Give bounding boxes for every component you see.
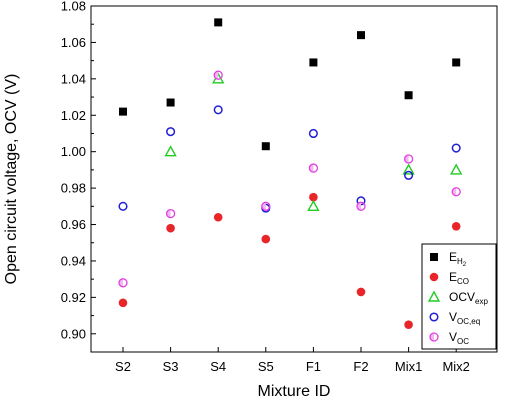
x-tick-label: S4: [210, 359, 226, 374]
data-point: [357, 31, 365, 40]
y-tick-label: 0.94: [61, 253, 86, 268]
data-point: [308, 128, 318, 139]
y-axis: 0.90 0.92 0.94 0.96 0.98 1.00 1.02 1.04 1.06 1.08: [61, 0, 96, 341]
legend-marker: [429, 332, 439, 342]
data-point: [214, 18, 223, 27]
series-4: [118, 70, 461, 288]
data-point: [213, 70, 223, 80]
x-axis: S2 S3 S4 S5 F1 F2 Mix1 Mix2: [115, 347, 470, 374]
series-2: [164, 72, 463, 212]
data-point: [166, 127, 176, 137]
x-tick-label: Mix1: [395, 359, 422, 374]
data-point: [402, 163, 415, 175]
legend-marker: [429, 312, 439, 322]
data-point: [404, 91, 413, 100]
x-tick-label: S3: [163, 359, 179, 374]
data-point: [309, 58, 318, 67]
data-point: [356, 287, 366, 297]
data-point: [261, 234, 271, 244]
data-point: [404, 170, 414, 180]
data-point: [165, 208, 176, 219]
data-point: [261, 201, 271, 211]
legend-entry: ECO: [449, 270, 469, 286]
data-point: [307, 199, 320, 212]
data-point: [118, 278, 128, 288]
x-tick-label: S5: [258, 359, 274, 374]
legend-box: [421, 243, 497, 350]
legend-entry: OCVexp: [449, 290, 488, 306]
y-axis-title: Open circuit voltage, OCV (V): [3, 74, 20, 285]
data-point: [309, 192, 318, 202]
data-point: [261, 142, 270, 151]
legend: EH2 ECO OCVexp VOC,eq VOC: [421, 243, 497, 350]
x-tick-label: F2: [353, 359, 368, 374]
legend-entry: VOC,eq: [449, 310, 480, 326]
data-point: [166, 98, 175, 107]
y-tick-label: 1.06: [61, 35, 86, 50]
data-point: [452, 58, 461, 67]
y-tick-label: 1.00: [61, 144, 86, 159]
legend-marker: [429, 272, 439, 282]
plot-frame: [90, 5, 498, 353]
data-point: [451, 187, 461, 197]
data-point: [403, 154, 414, 164]
legend-entry: VOC: [449, 330, 469, 346]
data-point: [164, 145, 177, 157]
legend-marker: [430, 253, 438, 261]
y-tick-label: 1.04: [61, 71, 86, 86]
data-point: [450, 163, 463, 175]
data-point: [451, 143, 461, 153]
x-tick-label: Mix2: [442, 359, 469, 374]
y-tick-label: 0.90: [61, 326, 86, 341]
data-point: [356, 201, 366, 211]
y-tick-label: 0.98: [61, 181, 86, 196]
data-point: [213, 105, 223, 115]
y-tick-label: 1.02: [61, 108, 86, 123]
data-point: [404, 320, 413, 329]
data-point: [213, 212, 223, 222]
data-series: [118, 18, 463, 329]
data-point: [118, 201, 128, 211]
series-3: [118, 105, 461, 213]
data-point: [118, 298, 128, 308]
data-point: [119, 107, 127, 116]
series-1: [118, 192, 461, 329]
x-tick-label: F1: [306, 359, 321, 374]
y-tick-label: 1.08: [61, 0, 86, 14]
data-point: [308, 163, 319, 173]
legend-entry: EH2: [449, 250, 467, 268]
series-0: [119, 18, 461, 151]
data-point: [166, 223, 175, 233]
plot-border: [90, 5, 498, 353]
x-tick-label: S2: [115, 359, 131, 374]
y-tick-label: 0.96: [61, 217, 86, 232]
data-point: [451, 222, 461, 231]
legend-marker: [427, 290, 441, 302]
x-axis-title: Mixture ID: [258, 383, 331, 400]
y-tick-label: 0.92: [61, 290, 86, 305]
